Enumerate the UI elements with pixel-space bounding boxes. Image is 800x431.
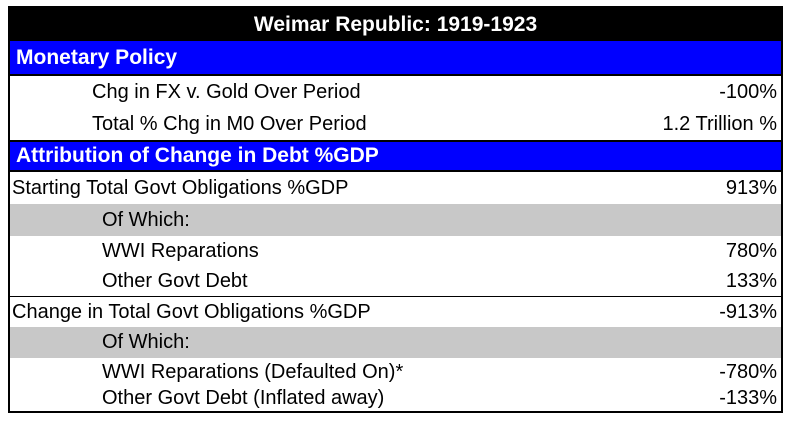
row-value: -100%: [719, 80, 777, 103]
table-row: WWI Reparations (Defaulted On)* -780%: [10, 358, 781, 386]
row-label: Other Govt Debt (Inflated away): [102, 387, 385, 409]
row-label: WWI Reparations: [102, 239, 259, 262]
row-label: Of Which:: [102, 331, 190, 353]
table-row: Other Govt Debt (Inflated away) -133%: [10, 386, 781, 411]
section-header-attribution: Attribution of Change in Debt %GDP: [10, 140, 781, 172]
of-which-subheader: Of Which:: [10, 327, 781, 358]
row-value: -780%: [719, 360, 777, 383]
row-label: Total % Chg in M0 Over Period: [92, 112, 367, 135]
row-value: 913%: [725, 176, 777, 199]
row-label: Change in Total Govt Obligations %GDP: [12, 300, 371, 323]
row-label: Chg in FX v. Gold Over Period: [92, 80, 361, 103]
row-value: 1.2 Trillion %: [662, 112, 778, 135]
table-row: Other Govt Debt 133%: [10, 266, 781, 296]
of-which-subheader: Of Which:: [10, 204, 781, 236]
table-title: Weimar Republic: 1919-1923: [10, 8, 781, 41]
section-header-monetary-policy: Monetary Policy: [10, 41, 781, 76]
row-value: -913%: [719, 300, 777, 323]
table-row: WWI Reparations 780%: [10, 236, 781, 266]
row-label: WWI Reparations (Defaulted On)*: [102, 360, 404, 383]
row-value: 780%: [725, 239, 777, 262]
section-header-label: Monetary Policy: [16, 45, 178, 69]
row-label: Other Govt Debt: [102, 269, 248, 292]
table-row: Total % Chg in M0 Over Period 1.2 Trilli…: [10, 108, 781, 140]
row-label: Of Which:: [102, 208, 190, 231]
table-row-change-total: Change in Total Govt Obligations %GDP -9…: [10, 296, 781, 327]
table-row-starting-total: Starting Total Govt Obligations %GDP 913…: [10, 172, 781, 204]
weimar-table: Weimar Republic: 1919-1923 Monetary Poli…: [8, 6, 783, 413]
row-value: -133%: [719, 387, 777, 409]
row-label: Starting Total Govt Obligations %GDP: [12, 176, 349, 199]
row-value: 133%: [725, 269, 777, 292]
table-row: Chg in FX v. Gold Over Period -100%: [10, 76, 781, 108]
section-header-label: Attribution of Change in Debt %GDP: [16, 144, 379, 167]
